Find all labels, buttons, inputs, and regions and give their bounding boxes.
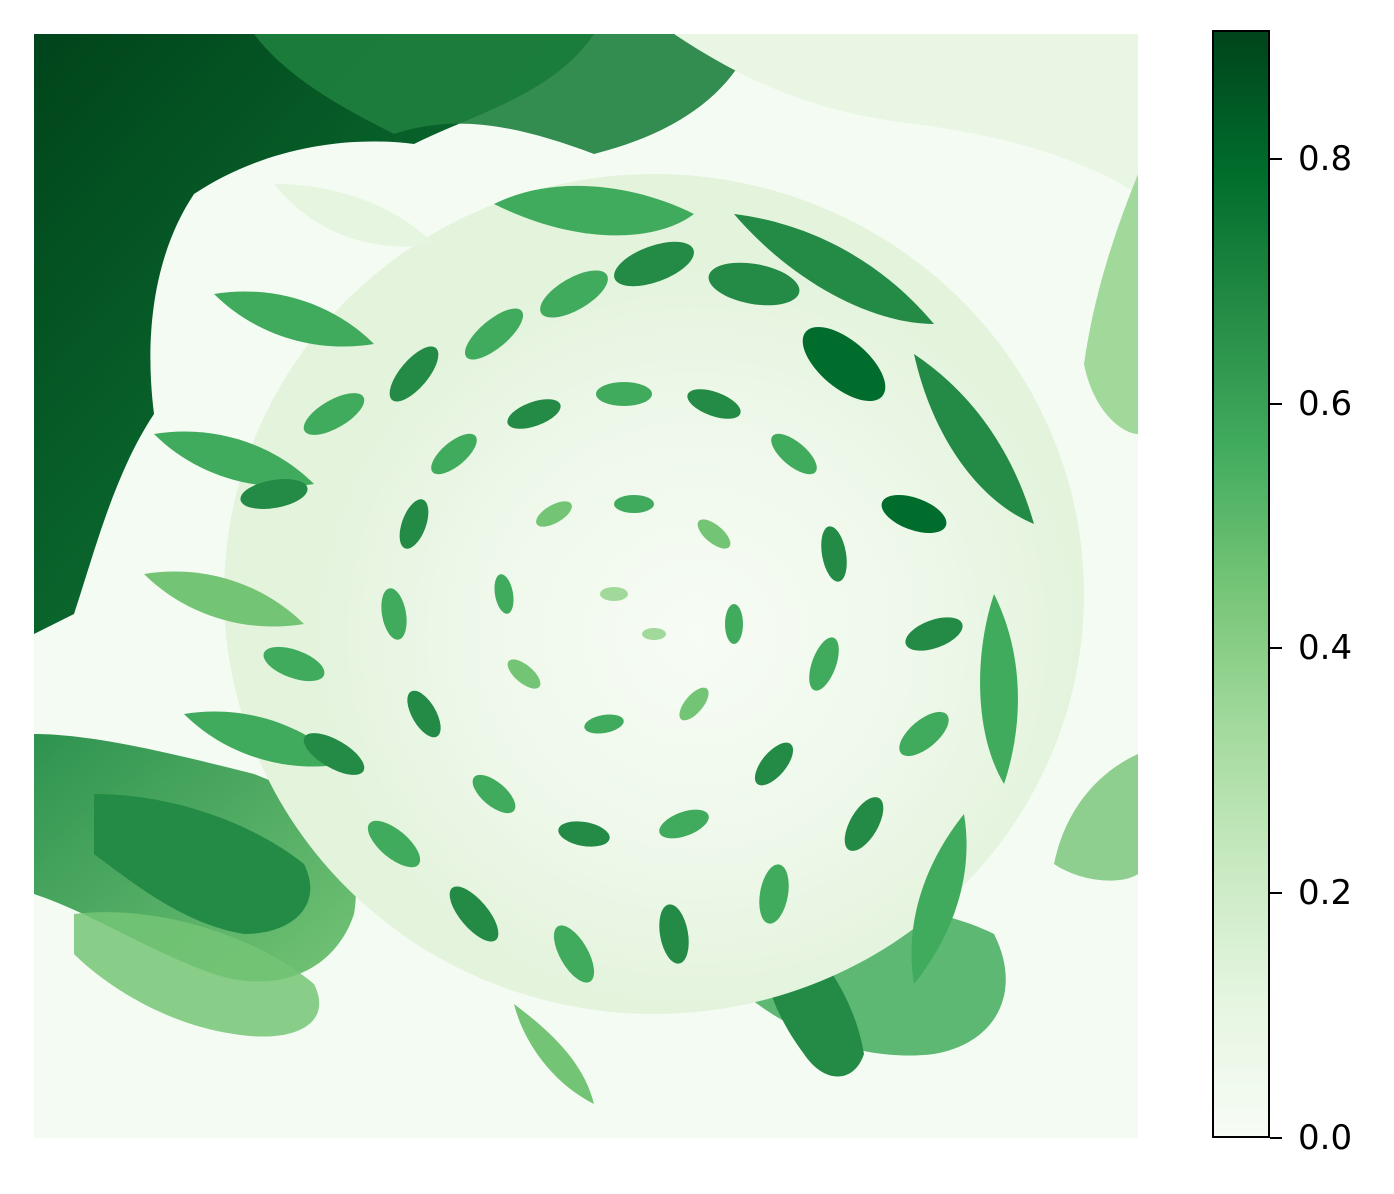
flower-image	[34, 34, 1138, 1138]
inner-florets	[240, 241, 963, 983]
flower-image-svg	[34, 34, 1138, 1138]
outer-petals	[144, 184, 1034, 1104]
colorbar-tick-label: 0.6	[1298, 384, 1353, 424]
leaf-right-edge	[1084, 174, 1138, 434]
colorbar-tick-label: 0.0	[1298, 1118, 1353, 1158]
colorbar-tick	[1270, 647, 1282, 649]
colorbar-tick-label: 0.2	[1298, 873, 1353, 913]
foliage-top-right-light	[674, 34, 1138, 194]
colorbar-tick-label: 0.4	[1298, 628, 1353, 668]
colorbar-tick	[1270, 403, 1282, 405]
dark-foliage-top-left	[34, 34, 594, 634]
leaf-bottom-left-lower	[74, 912, 320, 1037]
foliage-top-mid	[254, 34, 754, 154]
colorbar-tick	[1270, 892, 1282, 894]
leaf-right-lower	[1054, 754, 1138, 881]
colorbar-tick	[1270, 158, 1282, 160]
colorbar-tick-label: 0.8	[1298, 139, 1353, 179]
colorbar-tick	[1270, 1137, 1282, 1139]
leaf-bottom-left-dark	[94, 794, 311, 934]
colorbar	[1212, 30, 1270, 1138]
